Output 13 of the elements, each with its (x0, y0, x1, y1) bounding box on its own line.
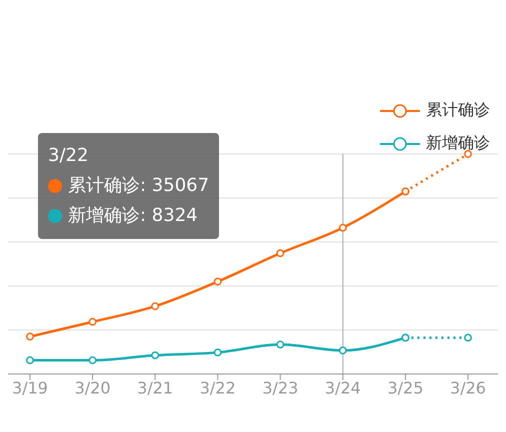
annotation: 3/22 (48, 144, 88, 168)
x-tick-label: 3/26 (450, 378, 486, 398)
x-tick-label: 3/19 (12, 378, 48, 398)
annotation: 新增确诊: 8324 (68, 204, 198, 228)
legend-label: 新增确诊 (426, 133, 490, 154)
x-tick-label: 3/21 (137, 378, 174, 398)
x-tick-label: 3/22 (200, 378, 236, 398)
annotation: 累计确诊: 35067 (68, 174, 210, 198)
x-tick-label: 3/25 (387, 378, 424, 398)
x-tick-label: 3/24 (324, 378, 361, 398)
x-tick-label: 3/23 (262, 378, 298, 398)
legend-label: 累计确诊 (426, 100, 490, 121)
x-tick-label: 3/20 (74, 378, 111, 398)
